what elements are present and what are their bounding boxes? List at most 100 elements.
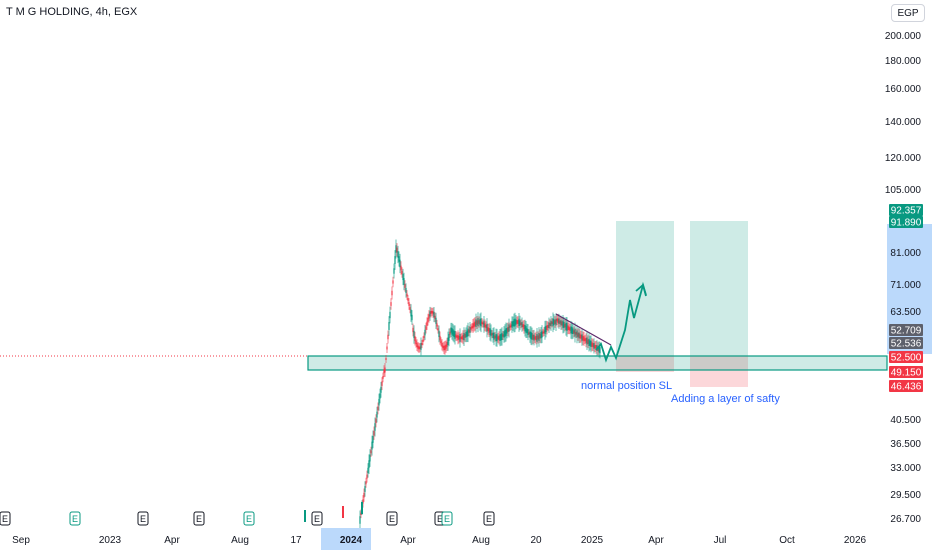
candle-body bbox=[531, 333, 533, 340]
candle-body bbox=[427, 317, 429, 322]
candle-body bbox=[559, 320, 561, 324]
price-tag-label: 52.500 bbox=[891, 353, 922, 364]
currency-button[interactable]: EGP bbox=[891, 4, 925, 22]
candle-body bbox=[500, 333, 502, 341]
candle-body bbox=[590, 340, 592, 347]
candle-body bbox=[406, 293, 408, 297]
x-tick-label: Jul bbox=[714, 535, 727, 546]
candle-body bbox=[582, 335, 584, 341]
candle-body bbox=[412, 327, 414, 333]
y-tick-label: 160.000 bbox=[885, 84, 922, 95]
event-marker-icon[interactable] bbox=[441, 511, 453, 526]
candle-body bbox=[560, 320, 562, 326]
price-tag-bg bbox=[889, 216, 923, 228]
candle-body bbox=[385, 357, 387, 361]
event-marker-label: E bbox=[2, 514, 8, 524]
x-tick-label: Aug bbox=[472, 535, 490, 546]
y-tick-label: 29.500 bbox=[890, 490, 921, 501]
candle-body bbox=[440, 340, 442, 344]
candle-body bbox=[409, 307, 411, 310]
y-axis[interactable]: 200.000 180.000 160.000 140.000 120.000 105.0… bbox=[885, 31, 922, 525]
x-axis[interactable]: Sep 2023 Apr Aug 17 2024 Apr Aug 20 2025 Apr Jul Oct… bbox=[12, 535, 866, 546]
candle-body bbox=[544, 326, 546, 335]
candle-body bbox=[460, 336, 462, 340]
candle-body bbox=[516, 320, 518, 324]
candle-body bbox=[592, 343, 594, 348]
candle-body bbox=[533, 334, 535, 341]
candle-body bbox=[471, 326, 473, 329]
candle-body bbox=[576, 330, 578, 338]
candle-body bbox=[368, 460, 370, 469]
candle-body bbox=[458, 335, 460, 340]
candle-body bbox=[449, 331, 451, 335]
price-tag-label: 52.709 bbox=[891, 326, 922, 337]
candle-body bbox=[504, 329, 506, 337]
support-zone[interactable] bbox=[307, 355, 888, 371]
price-tag-bg bbox=[889, 337, 923, 349]
candle-body bbox=[387, 334, 389, 340]
candle-body bbox=[362, 499, 364, 504]
candle-body bbox=[486, 323, 488, 332]
candle-body bbox=[577, 332, 579, 337]
event-marker-icon[interactable] bbox=[137, 511, 149, 526]
candle-body bbox=[591, 342, 593, 347]
candle-body bbox=[599, 346, 601, 354]
candle-body bbox=[401, 270, 403, 275]
candle-body bbox=[563, 321, 565, 328]
position-2-target-zone bbox=[690, 221, 748, 356]
price-tag-label: 91.890 bbox=[891, 218, 922, 229]
candle-body bbox=[383, 369, 385, 374]
y-tick-label: 180.000 bbox=[885, 56, 922, 67]
candle-body bbox=[479, 318, 481, 326]
trend-line[interactable] bbox=[555, 313, 612, 346]
candle-body bbox=[361, 502, 363, 514]
event-marker-icon[interactable] bbox=[311, 511, 323, 526]
event-marker-label: E bbox=[314, 514, 320, 524]
candle-body bbox=[363, 492, 365, 498]
candle-body bbox=[493, 332, 495, 340]
candle-body bbox=[584, 338, 586, 341]
x-tick-label: 17 bbox=[290, 535, 302, 546]
candle-body bbox=[394, 256, 396, 264]
candle-body bbox=[546, 325, 548, 331]
projection-path[interactable] bbox=[595, 281, 647, 363]
candle-body bbox=[448, 333, 450, 341]
candle-body bbox=[438, 330, 440, 338]
event-marker-icon[interactable] bbox=[193, 511, 205, 526]
candle-body bbox=[441, 342, 443, 347]
price-tag-label: 49.150 bbox=[891, 368, 922, 379]
candle-body bbox=[586, 337, 588, 345]
x-tick-label: 2024 bbox=[340, 535, 363, 546]
candle-body bbox=[547, 325, 549, 328]
candle-body bbox=[381, 381, 383, 386]
candle-body bbox=[369, 454, 371, 462]
candle-body bbox=[475, 319, 477, 327]
candle-body bbox=[424, 329, 426, 336]
event-marker-icon[interactable] bbox=[386, 511, 398, 526]
event-marker-icon[interactable] bbox=[483, 511, 495, 526]
candle-body bbox=[499, 334, 501, 341]
candle-body bbox=[595, 345, 597, 350]
event-marker-icon[interactable] bbox=[0, 511, 11, 526]
y-tick-label: 63.500 bbox=[890, 307, 921, 318]
candle-body bbox=[443, 345, 445, 351]
candle-body bbox=[553, 319, 555, 325]
candle-body bbox=[415, 340, 417, 344]
y-tick-label: 40.500 bbox=[890, 415, 921, 426]
candle-body bbox=[450, 327, 452, 333]
candle-body bbox=[457, 334, 459, 340]
x-axis-highlight bbox=[321, 528, 371, 550]
price-tag-bg bbox=[889, 351, 923, 363]
candle-body bbox=[589, 340, 591, 346]
event-marker-icon[interactable] bbox=[243, 511, 255, 526]
candle-body bbox=[530, 331, 532, 340]
candle-body bbox=[543, 330, 545, 333]
candle-body bbox=[425, 326, 427, 330]
candle-body bbox=[525, 326, 527, 333]
candle-body bbox=[462, 334, 464, 340]
event-marker-icon[interactable] bbox=[69, 511, 81, 526]
candle-body bbox=[359, 516, 361, 524]
x-tick-label: 2023 bbox=[99, 535, 122, 546]
candle-body bbox=[496, 334, 498, 342]
